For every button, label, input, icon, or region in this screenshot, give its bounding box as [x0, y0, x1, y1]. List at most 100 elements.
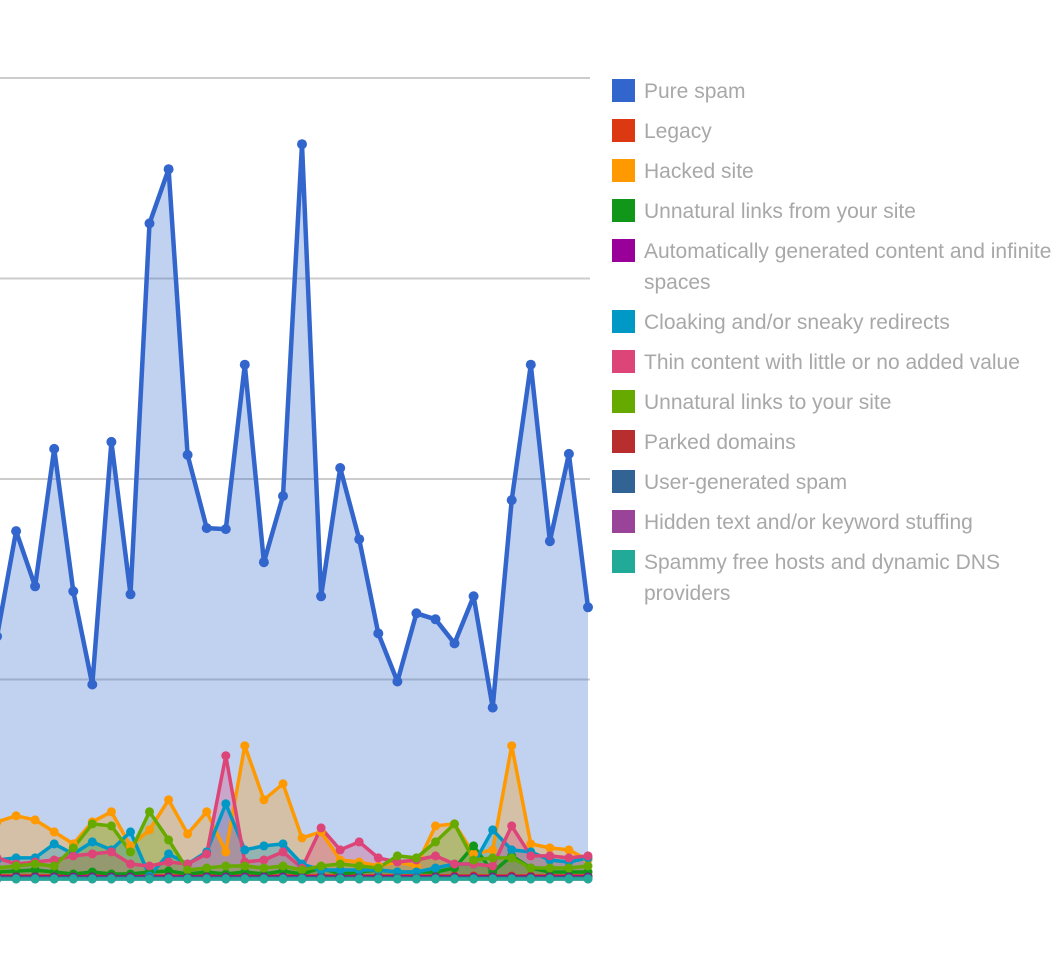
- point-unnatural-links-to-your-site-23[interactable]: [431, 837, 440, 847]
- point-spammy-free-hosts-and-dynamic-dns-providers-8[interactable]: [145, 874, 154, 884]
- point-hacked-site-23[interactable]: [431, 821, 440, 831]
- point-thin-content-with-little-or-no-added-value-15[interactable]: [278, 847, 288, 857]
- point-unnatural-links-to-your-site-18[interactable]: [335, 859, 345, 869]
- point-spammy-free-hosts-and-dynamic-dns-providers-11[interactable]: [202, 874, 212, 884]
- point-pure-spam-29[interactable]: [544, 536, 555, 547]
- legend-item-hidden-text-and-or-keyword-stuffing[interactable]: Hidden text and/or keyword stuffing: [612, 507, 1052, 538]
- point-spammy-free-hosts-and-dynamic-dns-providers-6[interactable]: [106, 874, 116, 884]
- point-unnatural-links-to-your-site-11[interactable]: [202, 863, 212, 873]
- point-thin-content-with-little-or-no-added-value-0[interactable]: [0, 853, 2, 862]
- point-hacked-site-28[interactable]: [526, 839, 536, 849]
- point-pure-spam-0[interactable]: [0, 631, 2, 641]
- point-thin-content-with-little-or-no-added-value-19[interactable]: [354, 837, 364, 847]
- point-thin-content-with-little-or-no-added-value-11[interactable]: [202, 849, 212, 859]
- legend-item-pure-spam[interactable]: Pure spam: [612, 76, 1052, 107]
- point-cloaking-and-or-sneaky-redirects-13[interactable]: [240, 845, 250, 855]
- point-thin-content-with-little-or-no-added-value-31[interactable]: [583, 851, 593, 861]
- point-spammy-free-hosts-and-dynamic-dns-providers-26[interactable]: [488, 874, 498, 884]
- point-unnatural-links-to-your-site-25[interactable]: [469, 855, 479, 865]
- point-unnatural-links-to-your-site-27[interactable]: [507, 853, 517, 863]
- point-pure-spam-9[interactable]: [163, 164, 174, 175]
- point-unnatural-links-to-your-site-24[interactable]: [450, 819, 459, 829]
- point-unnatural-links-to-your-site-13[interactable]: [240, 861, 250, 871]
- point-pure-spam-21[interactable]: [392, 676, 403, 687]
- point-pure-spam-30[interactable]: [563, 448, 574, 459]
- point-thin-content-with-little-or-no-added-value-18[interactable]: [335, 845, 345, 855]
- legend-item-unnatural-links-from-your-site[interactable]: Unnatural links from your site: [612, 196, 1052, 227]
- point-hacked-site-1[interactable]: [11, 811, 21, 821]
- point-thin-content-with-little-or-no-added-value-9[interactable]: [164, 857, 174, 867]
- point-unnatural-links-to-your-site-22[interactable]: [411, 853, 421, 863]
- point-spammy-free-hosts-and-dynamic-dns-providers-27[interactable]: [507, 874, 517, 884]
- point-spammy-free-hosts-and-dynamic-dns-providers-14[interactable]: [259, 874, 269, 884]
- point-hacked-site-30[interactable]: [564, 845, 574, 855]
- point-pure-spam-11[interactable]: [201, 523, 212, 534]
- point-hacked-site-9[interactable]: [164, 795, 174, 805]
- point-unnatural-links-to-your-site-1[interactable]: [11, 861, 21, 871]
- point-pure-spam-2[interactable]: [30, 581, 41, 592]
- point-thin-content-with-little-or-no-added-value-5[interactable]: [87, 849, 97, 859]
- point-thin-content-with-little-or-no-added-value-24[interactable]: [450, 859, 459, 869]
- point-spammy-free-hosts-and-dynamic-dns-providers-3[interactable]: [49, 874, 59, 884]
- legend-item-user-generated-spam[interactable]: User-generated spam: [612, 467, 1052, 498]
- legend-item-parked-domains[interactable]: Parked domains: [612, 427, 1052, 458]
- legend-item-thin-content-with-little-or-no-added-value[interactable]: Thin content with little or no added val…: [612, 347, 1052, 378]
- point-cloaking-and-or-sneaky-redirects-9[interactable]: [164, 849, 174, 859]
- point-unnatural-links-to-your-site-12[interactable]: [221, 861, 231, 871]
- point-hacked-site-3[interactable]: [49, 827, 59, 837]
- point-pure-spam-6[interactable]: [106, 436, 117, 447]
- point-hacked-site-15[interactable]: [278, 779, 288, 789]
- legend-item-legacy[interactable]: Legacy: [612, 116, 1052, 147]
- point-spammy-free-hosts-and-dynamic-dns-providers-15[interactable]: [278, 874, 288, 884]
- point-pure-spam-4[interactable]: [68, 586, 79, 597]
- point-spammy-free-hosts-and-dynamic-dns-providers-29[interactable]: [545, 874, 555, 884]
- point-pure-spam-14[interactable]: [258, 557, 269, 568]
- point-pure-spam-10[interactable]: [182, 449, 193, 460]
- point-pure-spam-3[interactable]: [49, 443, 60, 454]
- point-hacked-site-12[interactable]: [221, 847, 231, 857]
- point-spammy-free-hosts-and-dynamic-dns-providers-30[interactable]: [564, 874, 574, 884]
- point-thin-content-with-little-or-no-added-value-17[interactable]: [316, 823, 326, 833]
- point-cloaking-and-or-sneaky-redirects-23[interactable]: [431, 863, 440, 873]
- point-hacked-site-2[interactable]: [30, 815, 40, 825]
- point-spammy-free-hosts-and-dynamic-dns-providers-13[interactable]: [240, 874, 250, 884]
- point-hacked-site-27[interactable]: [507, 741, 517, 751]
- point-spammy-free-hosts-and-dynamic-dns-providers-2[interactable]: [30, 874, 40, 884]
- point-cloaking-and-or-sneaky-redirects-27[interactable]: [507, 845, 517, 855]
- point-pure-spam-13[interactable]: [239, 359, 250, 370]
- point-unnatural-links-to-your-site-4[interactable]: [68, 843, 78, 853]
- point-cloaking-and-or-sneaky-redirects-5[interactable]: [87, 837, 97, 847]
- legend-item-hacked-site[interactable]: Hacked site: [612, 156, 1052, 187]
- point-unnatural-links-to-your-site-28[interactable]: [526, 863, 536, 873]
- point-unnatural-links-to-your-site-14[interactable]: [259, 863, 269, 873]
- point-pure-spam-31[interactable]: [583, 602, 593, 613]
- point-unnatural-links-to-your-site-7[interactable]: [126, 847, 135, 857]
- point-thin-content-with-little-or-no-added-value-26[interactable]: [488, 861, 498, 871]
- point-spammy-free-hosts-and-dynamic-dns-providers-22[interactable]: [411, 874, 421, 884]
- point-pure-spam-1[interactable]: [11, 526, 22, 537]
- point-unnatural-links-to-your-site-5[interactable]: [87, 819, 97, 829]
- point-spammy-free-hosts-and-dynamic-dns-providers-1[interactable]: [11, 874, 21, 884]
- point-hacked-site-11[interactable]: [202, 807, 212, 817]
- point-cloaking-and-or-sneaky-redirects-3[interactable]: [49, 839, 59, 849]
- point-hacked-site-29[interactable]: [545, 843, 555, 853]
- point-pure-spam-20[interactable]: [373, 628, 384, 639]
- legend-item-automatically-generated-content-and-infinite-spaces[interactable]: Automatically generated content and infi…: [612, 236, 1052, 298]
- point-cloaking-and-or-sneaky-redirects-15[interactable]: [278, 839, 288, 849]
- point-pure-spam-19[interactable]: [354, 534, 365, 545]
- point-spammy-free-hosts-and-dynamic-dns-providers-7[interactable]: [126, 874, 135, 884]
- point-cloaking-and-or-sneaky-redirects-7[interactable]: [126, 827, 135, 837]
- point-cloaking-and-or-sneaky-redirects-12[interactable]: [221, 799, 231, 809]
- point-hacked-site-0[interactable]: [0, 817, 2, 826]
- point-thin-content-with-little-or-no-added-value-29[interactable]: [545, 851, 555, 861]
- point-pure-spam-7[interactable]: [125, 589, 136, 600]
- point-thin-content-with-little-or-no-added-value-4[interactable]: [68, 851, 78, 861]
- point-thin-content-with-little-or-no-added-value-14[interactable]: [259, 855, 269, 865]
- point-spammy-free-hosts-and-dynamic-dns-providers-9[interactable]: [164, 874, 174, 884]
- point-unnatural-links-to-your-site-6[interactable]: [106, 821, 116, 831]
- point-unnatural-links-to-your-site-21[interactable]: [392, 851, 402, 861]
- point-hacked-site-13[interactable]: [240, 741, 250, 751]
- point-unnatural-links-to-your-site-15[interactable]: [278, 861, 288, 871]
- point-hacked-site-10[interactable]: [183, 829, 193, 839]
- point-unnatural-links-to-your-site-0[interactable]: [0, 864, 2, 873]
